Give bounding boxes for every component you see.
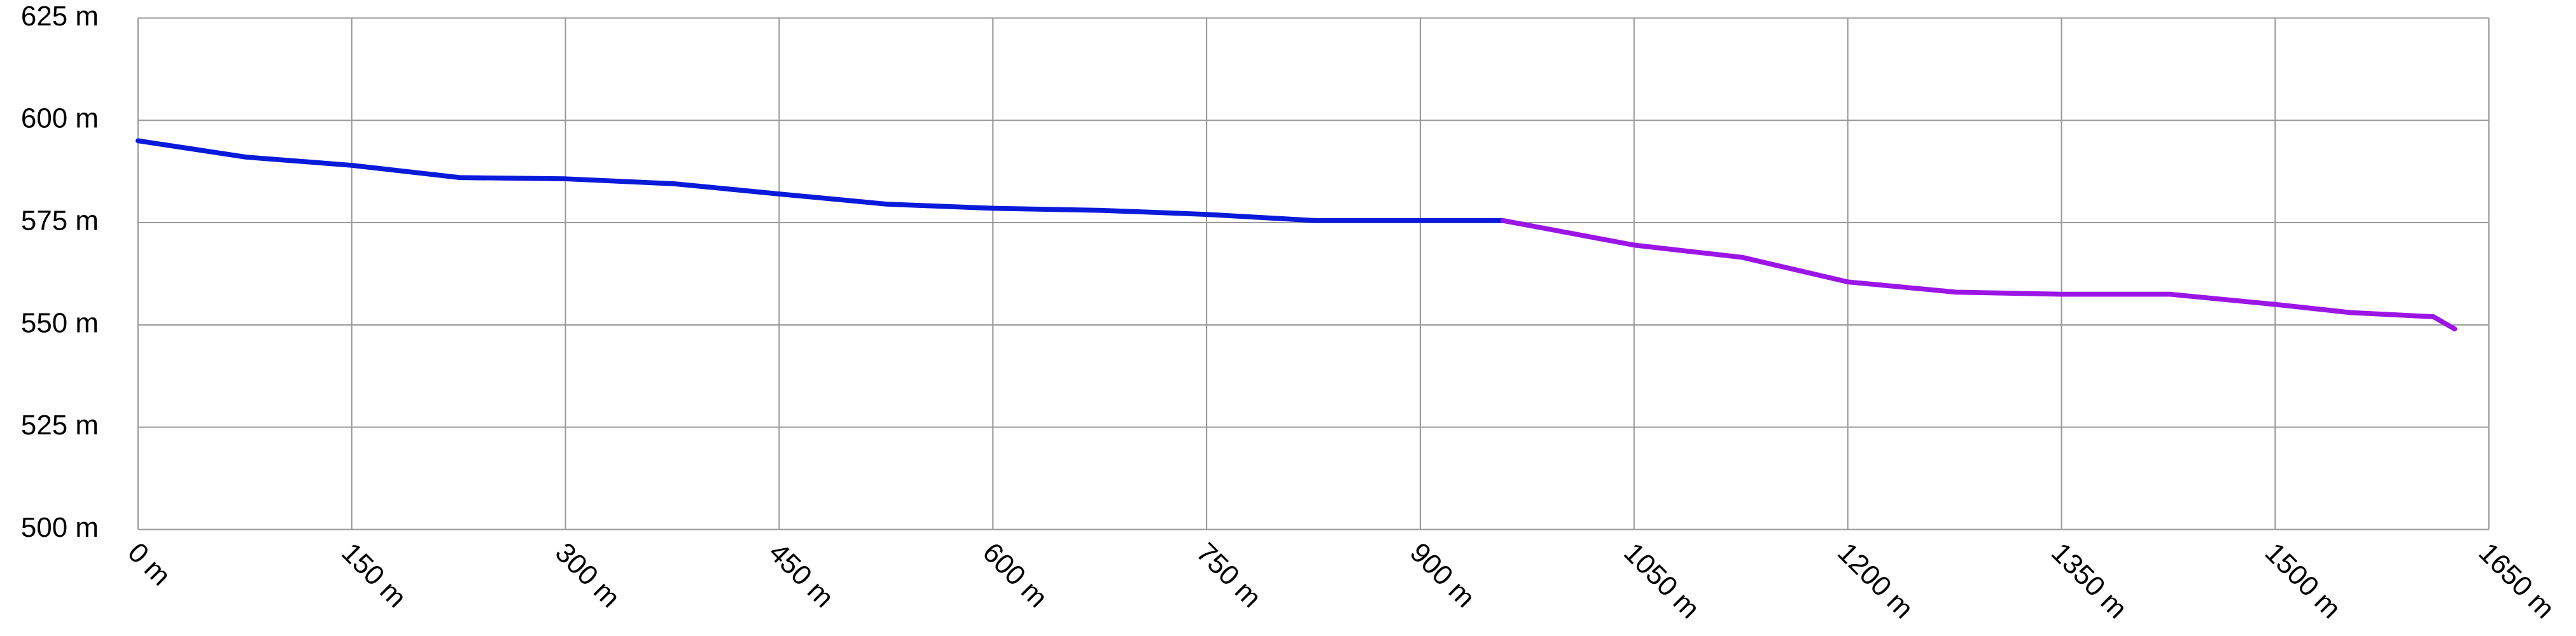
y-tick-label: 575 m: [21, 205, 99, 237]
y-tick-label: 550 m: [21, 307, 99, 338]
y-tick-label: 600 m: [21, 103, 99, 134]
x-tick-label: 150 m: [335, 537, 412, 614]
x-tick-label: 600 m: [977, 537, 1054, 614]
x-tick-label: 1050 m: [1618, 537, 1705, 625]
x-tick-label: 900 m: [1404, 537, 1481, 614]
line-series: [135, 138, 1506, 223]
y-tick-label: 500 m: [21, 512, 99, 543]
x-tick-label: 450 m: [763, 537, 840, 614]
y-tick-label: 625 m: [21, 1, 99, 32]
line-series: [1500, 218, 2458, 332]
x-tick-label: 300 m: [549, 537, 626, 614]
x-tick-label: 1500 m: [2259, 537, 2347, 625]
x-tick-label: 1200 m: [1831, 537, 1919, 625]
x-tick-label: 1650 m: [2473, 537, 2561, 625]
y-tick-label: 525 m: [21, 410, 99, 441]
x-tick-label: 0 m: [122, 537, 176, 591]
x-tick-label: 1350 m: [2045, 537, 2133, 625]
x-tick-label: 750 m: [1190, 537, 1267, 614]
